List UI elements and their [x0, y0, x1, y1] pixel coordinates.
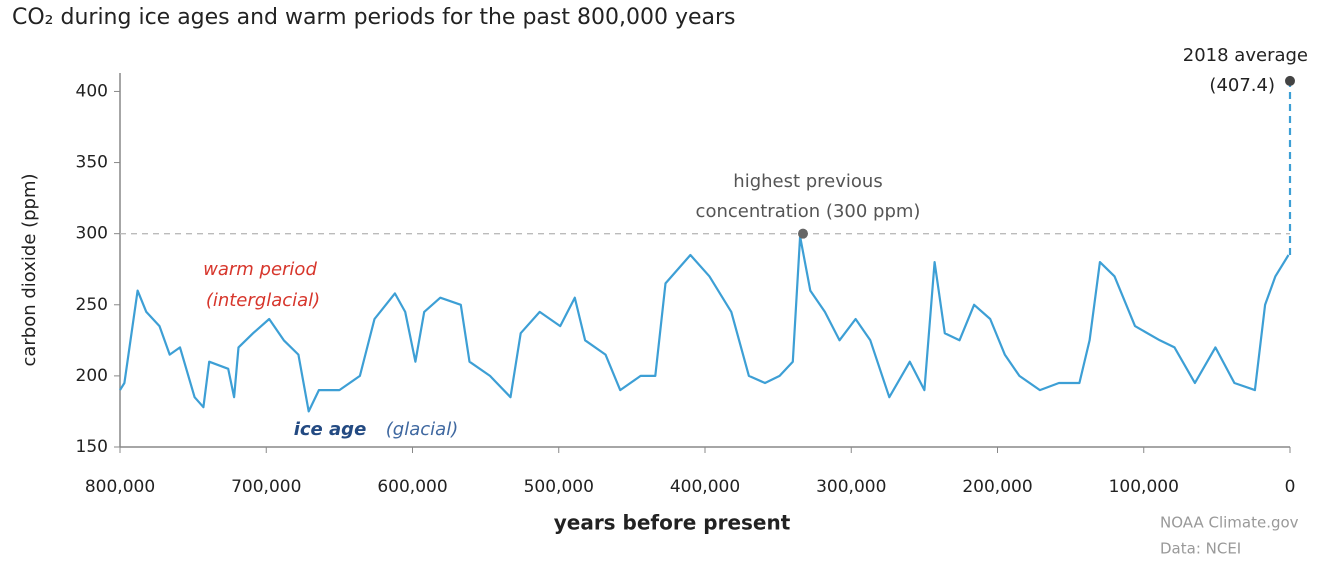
x-axis-label: years before present — [554, 511, 791, 535]
x-tick-label: 800,000 — [85, 477, 155, 497]
x-tick-label: 0 — [1285, 477, 1296, 497]
highlight-label: concentration (300 ppm) — [696, 201, 921, 222]
x-tick-label: 400,000 — [670, 477, 740, 497]
highlight-label: 2018 average — [1183, 45, 1308, 66]
x-tick-label: 700,000 — [231, 477, 301, 497]
highlight-label: highest previous — [733, 171, 882, 192]
y-axis-label: carbon dioxide (ppm) — [19, 173, 40, 366]
y-tick-label: 200 — [76, 366, 108, 386]
annotation: (interglacial) — [206, 290, 320, 311]
data-line — [119, 235, 1290, 413]
y-tick-label: 300 — [76, 224, 108, 244]
y-tick-label: 150 — [76, 437, 108, 457]
highlight-point — [797, 228, 808, 239]
x-tick-label: 100,000 — [1109, 477, 1179, 497]
x-tick-label: 600,000 — [377, 477, 447, 497]
y-tick-label: 400 — [76, 81, 108, 101]
highlight-point — [1285, 75, 1295, 86]
chart-title: CO₂ during ice ages and warm periods for… — [12, 5, 736, 30]
x-tick-label: 500,000 — [524, 477, 594, 497]
annotation: (glacial) — [386, 419, 458, 440]
x-tick-label: 200,000 — [962, 477, 1032, 497]
y-tick-label: 350 — [76, 153, 108, 173]
annotation: warm period — [203, 259, 317, 280]
credit: NOAA Climate.gov — [1160, 514, 1299, 532]
highlight-value-label: (407.4) — [1209, 75, 1275, 96]
x-tick-label: 300,000 — [816, 477, 886, 497]
annotation: ice age — [294, 419, 367, 440]
y-tick-label: 250 — [76, 295, 108, 315]
credit: Data: NCEI — [1160, 540, 1241, 558]
